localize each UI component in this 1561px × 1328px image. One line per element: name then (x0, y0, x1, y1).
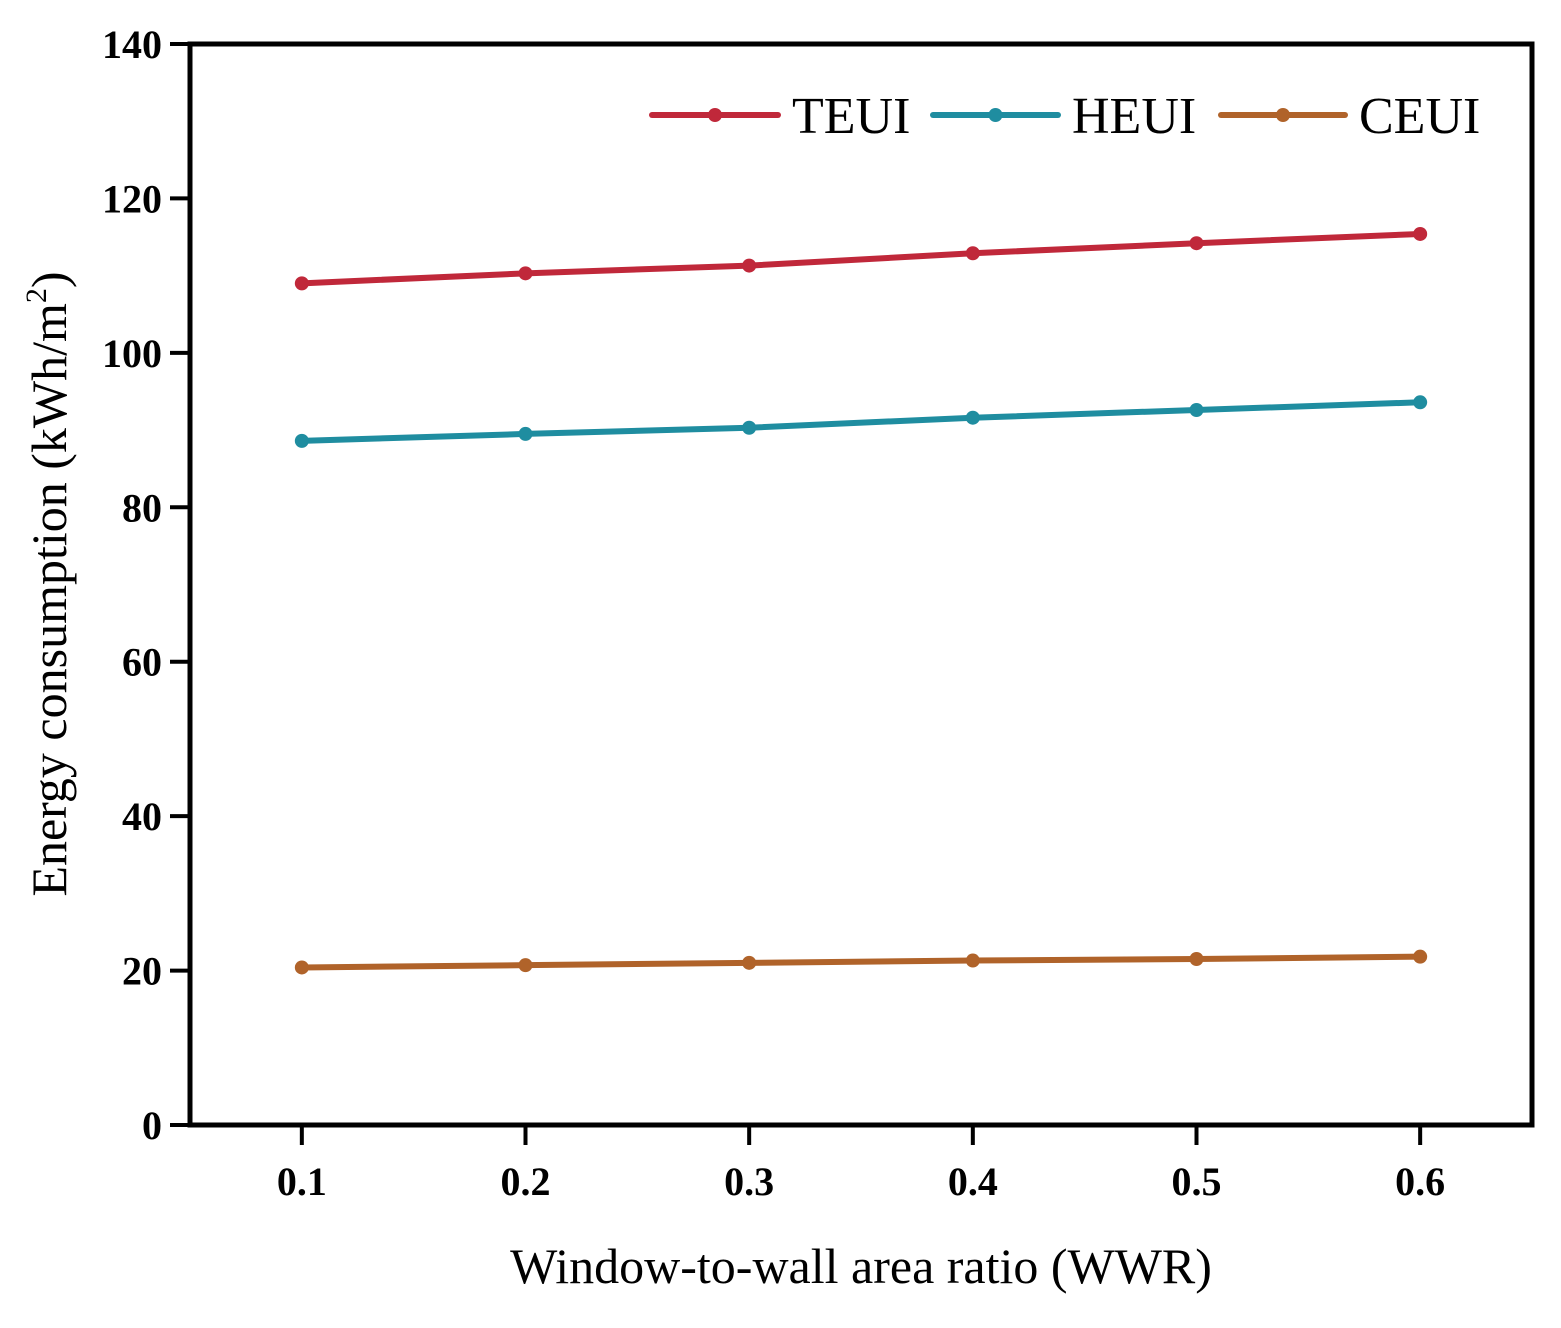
legend-item-ceui: CEUI (1218, 88, 1480, 145)
data-point-heui (742, 420, 757, 435)
legend-item-teui: TEUI (649, 88, 910, 145)
series-line-ceui (298, 953, 1424, 971)
y-tick-label: 140 (102, 22, 162, 67)
y-axis-ticks: 0 20 40 60 80 100 120 140 (102, 22, 190, 1148)
x-axis-label: Window-to-wall area ratio (WWR) (510, 1238, 1212, 1294)
data-point-teui (1189, 236, 1204, 251)
data-point-ceui (1189, 951, 1204, 966)
data-point-ceui (294, 960, 309, 975)
legend-label-ceui: CEUI (1359, 88, 1480, 145)
legend-marker-heui (988, 108, 1003, 122)
legend-label-teui: TEUI (792, 88, 910, 145)
y-tick-label: 60 (122, 640, 162, 685)
legend: TEUI HEUI CEUI (649, 88, 1480, 145)
data-point-teui (965, 246, 980, 261)
data-point-ceui (1413, 949, 1428, 964)
series-line-heui (298, 399, 1424, 444)
y-tick-label: 120 (102, 176, 162, 221)
data-point-heui (518, 426, 533, 441)
x-tick-label: 0.2 (501, 1159, 551, 1204)
y-tick-label: 0 (142, 1103, 162, 1148)
legend-label-heui: HEUI (1072, 88, 1196, 145)
y-tick-label: 40 (122, 794, 162, 839)
data-point-teui (294, 276, 309, 291)
legend-item-heui: HEUI (930, 88, 1196, 145)
y-tick-label: 100 (102, 331, 162, 376)
data-point-teui (518, 266, 533, 281)
data-point-ceui (742, 955, 757, 970)
legend-marker-ceui (1276, 108, 1290, 122)
y-axis-label-main: Energy consumption (kWh/m (21, 303, 77, 897)
x-tick-label: 0.5 (1172, 1159, 1222, 1204)
x-tick-label: 0.4 (948, 1159, 998, 1204)
x-tick-label: 0.3 (724, 1159, 774, 1204)
x-tick-label: 0.1 (277, 1159, 327, 1204)
data-point-teui (1413, 226, 1428, 241)
y-axis-label-superscript: 2 (20, 288, 53, 303)
y-axis-label-end: ) (21, 271, 77, 288)
data-point-heui (1189, 402, 1204, 417)
y-tick-label: 80 (122, 485, 162, 530)
plot-frame (187, 41, 1535, 1128)
x-tick-label: 0.6 (1395, 1159, 1445, 1204)
data-point-heui (1413, 395, 1428, 410)
x-axis-ticks: 0.1 0.2 0.3 0.4 0.5 0.6 (277, 1125, 1445, 1204)
y-tick-label: 20 (122, 949, 162, 994)
data-point-teui (742, 258, 757, 273)
data-point-ceui (965, 953, 980, 968)
series-layer (294, 226, 1428, 975)
data-point-heui (294, 433, 309, 448)
y-axis-label: Energy consumption (kWh/m2) (20, 271, 77, 896)
data-point-ceui (518, 958, 533, 973)
data-point-heui (965, 410, 980, 425)
series-line-teui (298, 230, 1424, 287)
legend-marker-teui (708, 108, 722, 122)
